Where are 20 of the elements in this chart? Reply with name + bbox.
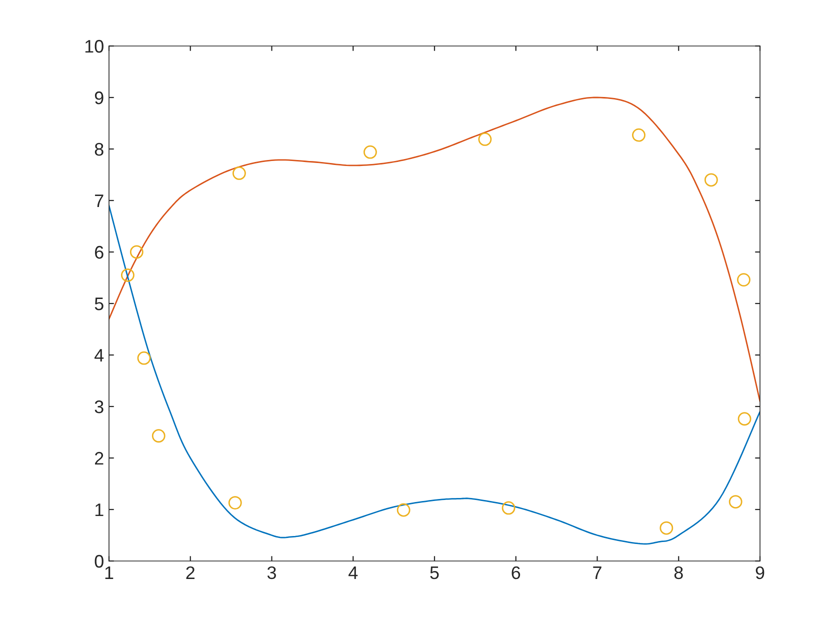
- x-tick-label: 1: [105, 566, 114, 579]
- y-tick-label: 3: [94, 400, 104, 414]
- y-tick-label: 10: [85, 40, 104, 53]
- x-tick-label: 7: [593, 566, 602, 579]
- y-tick-label: 5: [94, 298, 104, 310]
- y-tick-label: 8: [94, 142, 104, 156]
- x-tick-label: 4: [348, 566, 358, 579]
- y-tick-label: 9: [94, 91, 104, 104]
- x-tick-label: 8: [674, 566, 683, 580]
- y-tick-label: 7: [95, 194, 104, 208]
- y-tick-label: 0: [94, 554, 104, 568]
- y-tick-label: 6: [95, 246, 104, 259]
- y-tick-label: 4: [94, 349, 104, 362]
- x-tick-label: 5: [430, 566, 439, 580]
- y-tick-label: 1: [95, 504, 104, 516]
- x-tick-label: 3: [267, 566, 276, 580]
- x-tick-label: 2: [186, 566, 194, 579]
- x-tick-label: 9: [756, 566, 764, 580]
- y-tick-label: 2: [95, 452, 104, 465]
- x-tick-label: 6: [512, 566, 520, 580]
